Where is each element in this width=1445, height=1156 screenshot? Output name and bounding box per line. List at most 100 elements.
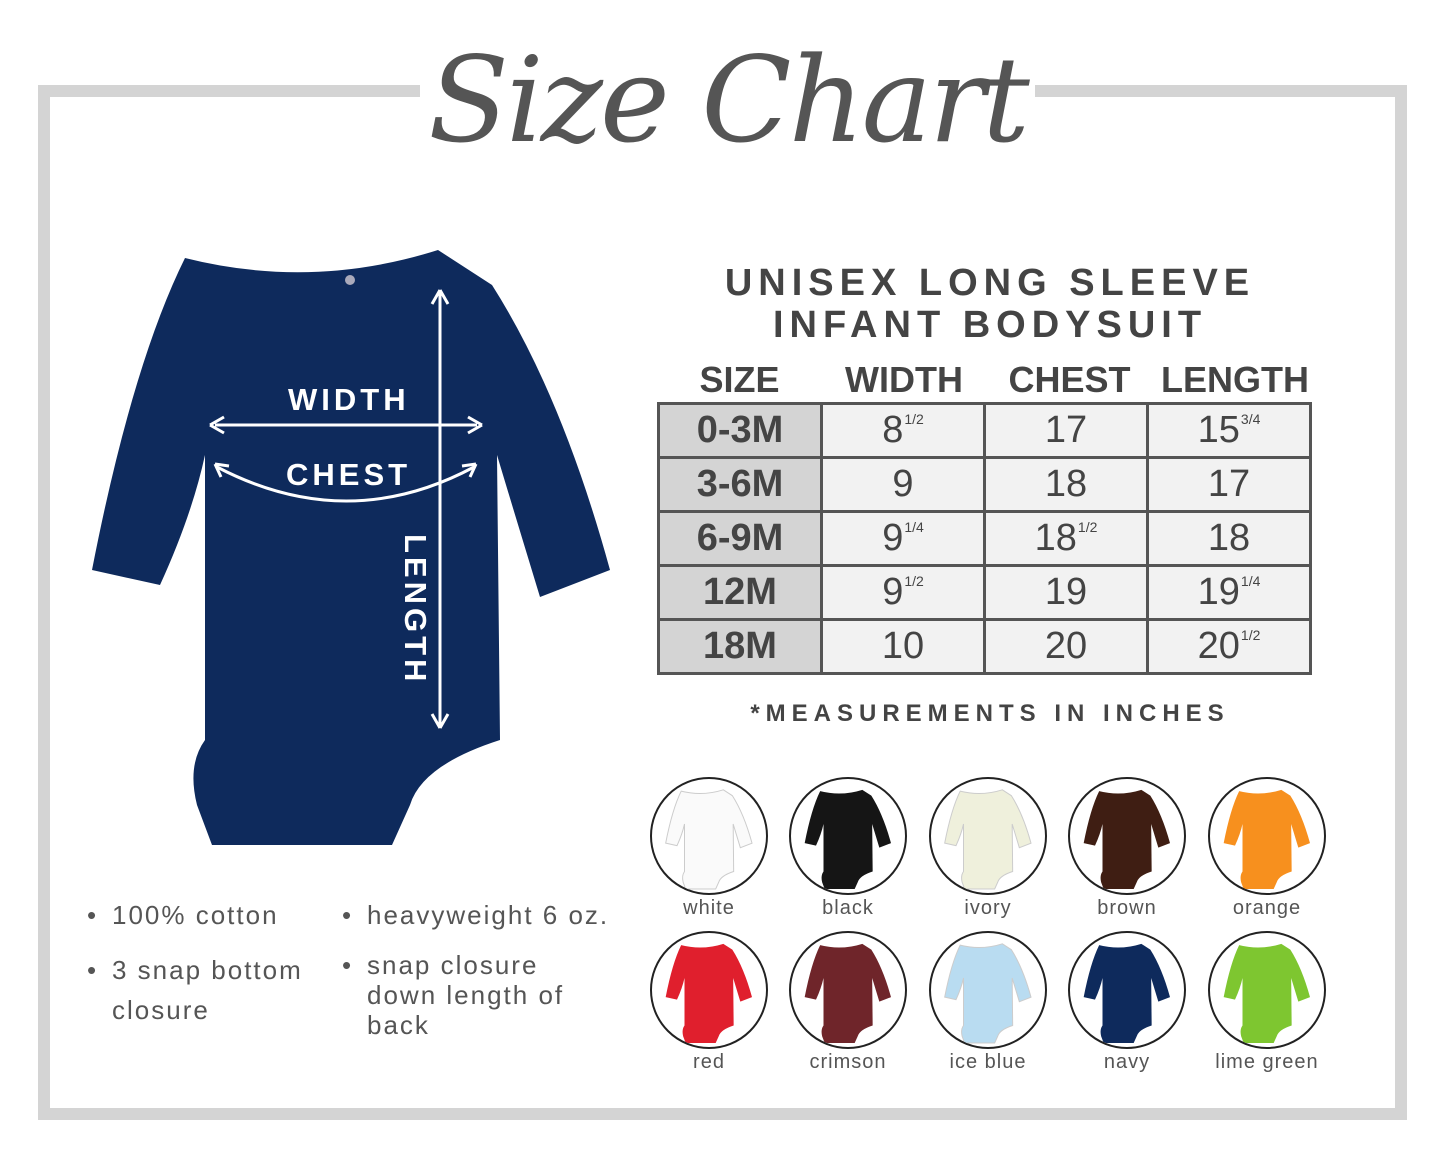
chest-cell: 20: [983, 618, 1149, 675]
measurement-note: *MEASUREMENTS IN INCHES: [750, 700, 1230, 727]
feature-item: • 100% cotton: [87, 900, 279, 930]
value-whole: 18: [1207, 517, 1251, 559]
bodysuit-icon: [665, 789, 753, 890]
size-cell: 3-6M: [657, 456, 823, 513]
length-cell: 153/4: [1146, 402, 1312, 459]
chest-arrowheads: [213, 462, 478, 478]
value-whole: 17: [1207, 463, 1251, 505]
bodysuit-icon: [804, 789, 891, 889]
value-whole: 17: [1044, 409, 1088, 451]
bodysuit-icon: [1223, 943, 1310, 1043]
bodysuit-icon: [804, 943, 891, 1043]
length-cell: 18: [1146, 510, 1312, 567]
value-fraction: 1/2: [1240, 627, 1261, 643]
value-whole: 19: [1044, 571, 1088, 613]
feature-item: • heavyweight 6 oz.: [342, 900, 610, 930]
color-label: crimson: [809, 1051, 887, 1073]
length-cell: 191/4: [1146, 564, 1312, 621]
value-whole: 18: [1034, 517, 1077, 559]
feature-item: • 3 snap bottom closure: [87, 955, 303, 1025]
bodysuit-diagram: [92, 250, 610, 845]
value-fraction: 1/2: [1077, 519, 1098, 535]
length-cell: 201/2: [1146, 618, 1312, 675]
color-swatch-ivory[interactable]: [929, 777, 1047, 895]
feature-item: • snap closure down length of back: [342, 950, 565, 1040]
column-header-chest: CHEST: [1008, 359, 1131, 400]
table-row: 12M 91/2 19 191/4: [657, 564, 1312, 621]
column-header-length: LENGTH: [1161, 359, 1309, 400]
width-cell: 9: [820, 456, 986, 513]
color-swatch-ice-blue[interactable]: [929, 931, 1047, 1049]
size-cell: 12M: [657, 564, 823, 621]
color-label: brown: [1097, 897, 1157, 919]
value-whole: 9: [882, 517, 904, 559]
color-label: ice blue: [949, 1051, 1027, 1073]
bodysuit-icon: [1083, 943, 1170, 1043]
chest-label: CHEST: [286, 457, 412, 492]
chest-cell: 19: [983, 564, 1149, 621]
color-swatch-navy[interactable]: [1068, 931, 1186, 1049]
color-label: white: [683, 897, 735, 919]
color-swatch-lime-green[interactable]: [1208, 931, 1326, 1049]
table-row: 6-9M 91/4 181/2 18: [657, 510, 1312, 567]
chest-arrow: [216, 465, 475, 503]
color-swatch-crimson[interactable]: [789, 931, 907, 1049]
bodysuit-shape: [92, 250, 610, 845]
bodysuit-icon: [665, 943, 752, 1043]
value-fraction: 1/2: [904, 411, 924, 427]
color-swatch-red[interactable]: [650, 931, 768, 1049]
value-whole: 19: [1197, 571, 1240, 613]
color-swatch-brown[interactable]: [1068, 777, 1186, 895]
bodysuit-icon: [1083, 789, 1170, 889]
value-fraction: 3/4: [1240, 411, 1261, 427]
size-cell: 0-3M: [657, 402, 823, 459]
value-whole: 20: [1044, 625, 1088, 667]
bodysuit-icon: [944, 943, 1032, 1044]
chest-cell: 17: [983, 402, 1149, 459]
bodysuit-icon: [944, 789, 1032, 890]
size-cell: 18M: [657, 618, 823, 675]
product-heading-line2: INFANT BODYSUIT: [772, 304, 1208, 346]
color-label: navy: [1103, 1051, 1151, 1073]
snap-icon: [345, 275, 355, 285]
value-fraction: 1/2: [904, 573, 924, 589]
width-cell: 91/2: [820, 564, 986, 621]
width-cell: 81/2: [820, 402, 986, 459]
page-title: Size Chart: [428, 31, 1030, 169]
size-table: 0-3M 81/2 17 153/4 3-6M 9 18 17 6-9M 91/4 181/2 18 1…: [657, 402, 1312, 675]
value-fraction: 1/4: [904, 519, 924, 535]
column-header-width: WIDTH: [845, 359, 963, 400]
width-cell: 10: [820, 618, 986, 675]
length-label: LENGTH: [398, 534, 433, 686]
chest-cell: 181/2: [983, 510, 1149, 567]
color-label: ivory: [964, 897, 1012, 919]
length-cell: 17: [1146, 456, 1312, 513]
product-heading-line1: UNISEX LONG SLEEVE: [724, 262, 1256, 304]
length-arrowheads: [430, 289, 450, 729]
column-header-size: SIZE: [699, 359, 780, 400]
value-whole: 10: [881, 625, 925, 667]
value-whole: 9: [882, 571, 904, 613]
table-row: 0-3M 81/2 17 153/4: [657, 402, 1312, 459]
value-whole: 9: [892, 463, 914, 505]
value-whole: 8: [882, 409, 904, 451]
value-whole: 15: [1197, 409, 1240, 451]
table-row: 3-6M 9 18 17: [657, 456, 1312, 513]
color-swatch-white[interactable]: [650, 777, 768, 895]
width-cell: 91/4: [820, 510, 986, 567]
color-swatch-black[interactable]: [789, 777, 907, 895]
color-label: orange: [1232, 897, 1302, 919]
chart-frame: [38, 85, 1407, 1120]
value-whole: 18: [1044, 463, 1088, 505]
color-label: lime green: [1215, 1051, 1319, 1073]
color-label: red: [693, 1051, 725, 1073]
chest-cell: 18: [983, 456, 1149, 513]
bodysuit-icon: [1223, 789, 1310, 889]
color-swatch-orange[interactable]: [1208, 777, 1326, 895]
width-arrowheads: [209, 415, 483, 435]
table-row: 18M 10 20 201/2: [657, 618, 1312, 675]
color-label: black: [822, 897, 874, 919]
width-label: WIDTH: [288, 382, 410, 417]
title-backdrop: [420, 40, 1035, 170]
size-cell: 6-9M: [657, 510, 823, 567]
